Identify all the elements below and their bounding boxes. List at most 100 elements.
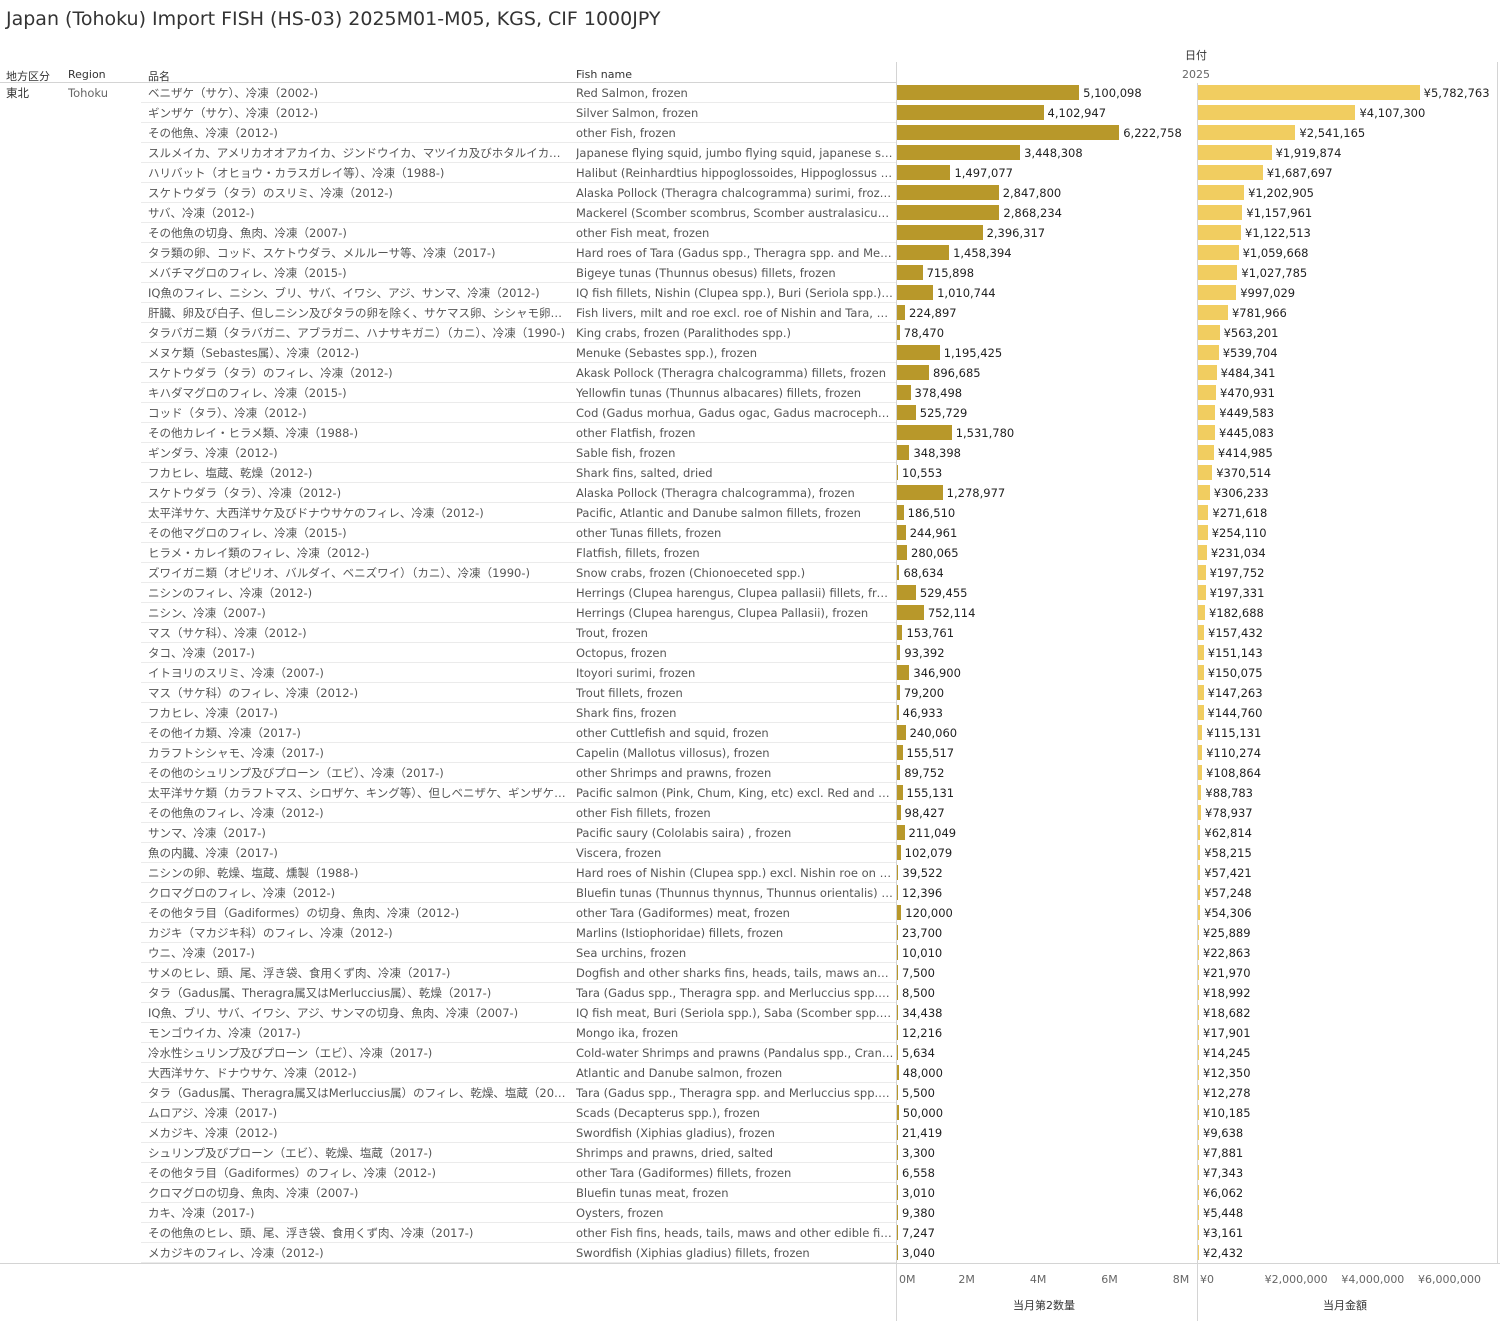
value-bar[interactable] — [1198, 185, 1245, 200]
table-row[interactable]: マス（サケ科）のフィレ、冷凍（2012-) Trout fillets, froz… — [0, 683, 1500, 703]
quantity-bar[interactable] — [897, 645, 901, 660]
table-row[interactable]: その他イカ類、冷凍（2017-) other Cuttlefish and squ… — [0, 723, 1500, 743]
value-bar[interactable] — [1198, 525, 1208, 540]
value-bar[interactable] — [1198, 1045, 1199, 1060]
value-bar[interactable] — [1198, 345, 1219, 360]
table-row[interactable]: カジキ（マカジキ科）のフィレ、冷凍（2012-) Marlins (Istioph… — [0, 923, 1500, 943]
table-row[interactable]: ギンダラ、冷凍（2012-) Sable fish, frozen 348,398 ¥… — [0, 443, 1500, 463]
value-bar[interactable] — [1198, 505, 1209, 520]
table-row[interactable]: IQ魚のフィレ、ニシン、ブリ、サバ、イワシ、アジ、サンマ、冷凍（2012-) IQ… — [0, 283, 1500, 303]
quantity-bar[interactable] — [897, 105, 1044, 120]
quantity-bar[interactable] — [897, 685, 900, 700]
quantity-bar[interactable] — [897, 425, 952, 440]
quantity-bar[interactable] — [897, 465, 898, 480]
table-row[interactable]: その他のシュリンプ及びプローン（エビ）、冷凍（2017-) other Shrim… — [0, 763, 1500, 783]
value-bar[interactable] — [1198, 485, 1210, 500]
value-bar[interactable] — [1198, 205, 1243, 220]
table-row[interactable]: ムロアジ、冷凍（2017-) Scads (Decapterus spp.), f… — [0, 1103, 1500, 1123]
quantity-bar[interactable] — [897, 385, 911, 400]
quantity-bar[interactable] — [897, 1165, 898, 1180]
table-row[interactable]: ニシンのフィレ、冷凍（2012-) Herrings (Clupea hareng… — [0, 583, 1500, 603]
item-en-column-header[interactable]: Fish name — [576, 68, 632, 81]
value-bar[interactable] — [1198, 325, 1220, 340]
table-row[interactable]: その他カレイ・ヒラメ類、冷凍（1988-) other Flatfish, fro… — [0, 423, 1500, 443]
table-row[interactable]: スルメイカ、アメリカオオアカイカ、ジンドウイカ、マツイカ及びホタルイカ、冷凍（2… — [0, 143, 1500, 163]
table-row[interactable]: スケトウダラ（タラ）のスリミ、冷凍（2012-) Alaska Pollock (… — [0, 183, 1500, 203]
region-column-header[interactable]: Region — [68, 68, 106, 81]
table-row[interactable]: 冷水性シュリンプ及びプローン（エビ）、冷凍（2017-) Cold-water S… — [0, 1043, 1500, 1063]
table-row[interactable]: ベニザケ（サケ）、冷凍（2002-) Red Salmon, frozen 5,10… — [0, 83, 1500, 103]
quantity-bar[interactable] — [897, 165, 951, 180]
table-row[interactable]: キハダマグロのフィレ、冷凍（2015-) Yellowfin tunas (Thu… — [0, 383, 1500, 403]
value-bar[interactable] — [1198, 725, 1203, 740]
quantity-bar[interactable] — [897, 945, 898, 960]
table-row[interactable]: クロマグロの切身、魚肉、冷凍（2007-) Bluefin tunas meat,… — [0, 1183, 1500, 1203]
value-bar[interactable] — [1198, 585, 1206, 600]
table-row[interactable]: ウニ、冷凍（2017-) Sea urchins, frozen 10,010 ¥22… — [0, 943, 1500, 963]
quantity-bar[interactable] — [897, 505, 904, 520]
value-bar[interactable] — [1198, 125, 1296, 140]
value-bar[interactable] — [1198, 925, 1199, 940]
table-row[interactable]: クロマグロのフィレ、冷凍（2012-) Bluefin tunas (Thunnu… — [0, 883, 1500, 903]
value-bar[interactable] — [1198, 605, 1205, 620]
value-bar[interactable] — [1198, 545, 1207, 560]
value-bar[interactable] — [1198, 1065, 1199, 1080]
value-bar[interactable] — [1198, 825, 1201, 840]
quantity-bar[interactable] — [897, 405, 916, 420]
value-bar[interactable] — [1198, 1105, 1199, 1120]
quantity-bar[interactable] — [897, 785, 903, 800]
value-bar[interactable] — [1198, 1025, 1199, 1040]
quantity-bar[interactable] — [897, 1205, 898, 1220]
value-bar[interactable] — [1198, 85, 1420, 100]
quantity-bar[interactable] — [897, 565, 900, 580]
value-bar[interactable] — [1198, 145, 1272, 160]
value-bar[interactable] — [1198, 1165, 1199, 1180]
quantity-bar[interactable] — [897, 585, 916, 600]
quantity-bar[interactable] — [897, 925, 898, 940]
table-row[interactable]: IQ魚、ブリ、サバ、イワシ、アジ、サンマの切身、魚肉、冷凍（2007-) IQ f… — [0, 1003, 1500, 1023]
table-row[interactable]: ハリバット（オヒョウ・カラスガレイ等）、冷凍（1988-) Halibut (Re… — [0, 163, 1500, 183]
quantity-bar[interactable] — [897, 1145, 898, 1160]
quantity-bar[interactable] — [897, 805, 901, 820]
table-row[interactable]: タラ（Gadus属、Theragra属又はMerluccius属）のフィレ、乾燥… — [0, 1083, 1500, 1103]
quantity-bar[interactable] — [897, 1025, 898, 1040]
table-row[interactable]: タラ（Gadus属、Theragra属又はMerluccius属）、乾燥（201… — [0, 983, 1500, 1003]
value-bar[interactable] — [1198, 805, 1202, 820]
quantity-bar[interactable] — [897, 305, 906, 320]
value-bar[interactable] — [1198, 285, 1237, 300]
quantity-bar[interactable] — [897, 1105, 899, 1120]
quantity-bar[interactable] — [897, 345, 940, 360]
value-bar[interactable] — [1198, 1245, 1199, 1260]
table-row[interactable]: フカヒレ、塩蔵、乾燥（2012-) Shark fins, salted, dri… — [0, 463, 1500, 483]
quantity-bar[interactable] — [897, 885, 898, 900]
value-bar[interactable] — [1198, 565, 1206, 580]
value-bar[interactable] — [1198, 1205, 1199, 1220]
table-row[interactable]: その他魚、冷凍（2012-) other Fish, frozen 6,222,75… — [0, 123, 1500, 143]
table-row[interactable]: イトヨリのスリミ、冷凍（2007-) Itoyori surimi, frozen… — [0, 663, 1500, 683]
value-bar[interactable] — [1198, 425, 1216, 440]
quantity-bar[interactable] — [897, 605, 924, 620]
table-row[interactable]: ニシン、冷凍（2007-) Herrings (Clupea harengus, … — [0, 603, 1500, 623]
table-row[interactable]: カラフトシシャモ、冷凍（2017-) Capelin (Mallotus vill… — [0, 743, 1500, 763]
table-row[interactable]: 魚の内臓、冷凍（2017-) Viscera, frozen 102,079 ¥58,… — [0, 843, 1500, 863]
quantity-bar[interactable] — [897, 1065, 899, 1080]
table-row[interactable]: ギンザケ（サケ）、冷凍（2012-) Silver Salmon, frozen 4… — [0, 103, 1500, 123]
table-row[interactable]: モンゴウイカ、冷凍（2017-) Mongo ika, frozen 12,216 ¥… — [0, 1023, 1500, 1043]
item-jp-column-header[interactable]: 品名 — [148, 70, 170, 83]
value-bar[interactable] — [1198, 225, 1242, 240]
table-row[interactable]: その他魚のフィレ、冷凍（2012-) other Fish fillets, fr… — [0, 803, 1500, 823]
quantity-bar[interactable] — [897, 545, 907, 560]
table-row[interactable]: メバチマグロのフィレ、冷凍（2015-) Bigeye tunas (Thunnu… — [0, 263, 1500, 283]
table-row[interactable]: サンマ、冷凍（2017-) Pacific saury (Cololabis sa… — [0, 823, 1500, 843]
table-row[interactable]: 大西洋サケ、ドナウサケ、冷凍（2012-) Atlantic and Danube… — [0, 1063, 1500, 1083]
value-bar[interactable] — [1198, 1125, 1199, 1140]
value-bar[interactable] — [1198, 745, 1203, 760]
table-row[interactable]: ズワイガニ類（オピリオ、バルダイ、ベニズワイ）（カニ）、冷凍（1990-) Sno… — [0, 563, 1500, 583]
quantity-bar[interactable] — [897, 665, 910, 680]
value-bar[interactable] — [1198, 365, 1217, 380]
value-bar[interactable] — [1198, 765, 1203, 780]
table-row[interactable]: その他魚の切身、魚肉、冷凍（2007-) other Fish meat, fro… — [0, 223, 1500, 243]
table-row[interactable]: その他タラ目（Gadiformes）のフィレ、冷凍（2012-) other Ta… — [0, 1163, 1500, 1183]
quantity-bar[interactable] — [897, 285, 934, 300]
quantity-bar[interactable] — [897, 1125, 898, 1140]
